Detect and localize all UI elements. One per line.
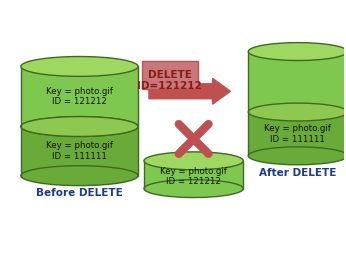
Ellipse shape	[21, 166, 138, 186]
Ellipse shape	[21, 57, 138, 76]
Text: Key = photo.gif
ID = 121212: Key = photo.gif ID = 121212	[46, 87, 113, 106]
Polygon shape	[248, 52, 346, 156]
Text: Key = photo.gif
ID = 111111: Key = photo.gif ID = 111111	[264, 124, 331, 144]
Ellipse shape	[144, 152, 243, 170]
Ellipse shape	[248, 103, 346, 121]
Text: DELETE: DELETE	[148, 70, 192, 80]
FancyArrow shape	[149, 78, 230, 104]
Ellipse shape	[21, 117, 138, 137]
Text: After DELETE: After DELETE	[259, 168, 337, 178]
Text: ID=121212: ID=121212	[137, 81, 202, 91]
Ellipse shape	[248, 43, 346, 61]
Polygon shape	[21, 67, 138, 176]
Polygon shape	[144, 161, 243, 189]
Text: Key = photo.gif
ID = 111111: Key = photo.gif ID = 111111	[46, 141, 113, 161]
Polygon shape	[248, 112, 346, 156]
Ellipse shape	[21, 117, 138, 137]
Text: Before DELETE: Before DELETE	[36, 188, 123, 198]
Ellipse shape	[248, 147, 346, 165]
FancyBboxPatch shape	[142, 62, 198, 89]
Text: Key = photo.gif
ID = 121212: Key = photo.gif ID = 121212	[160, 167, 227, 186]
Ellipse shape	[144, 180, 243, 198]
Polygon shape	[21, 127, 138, 176]
